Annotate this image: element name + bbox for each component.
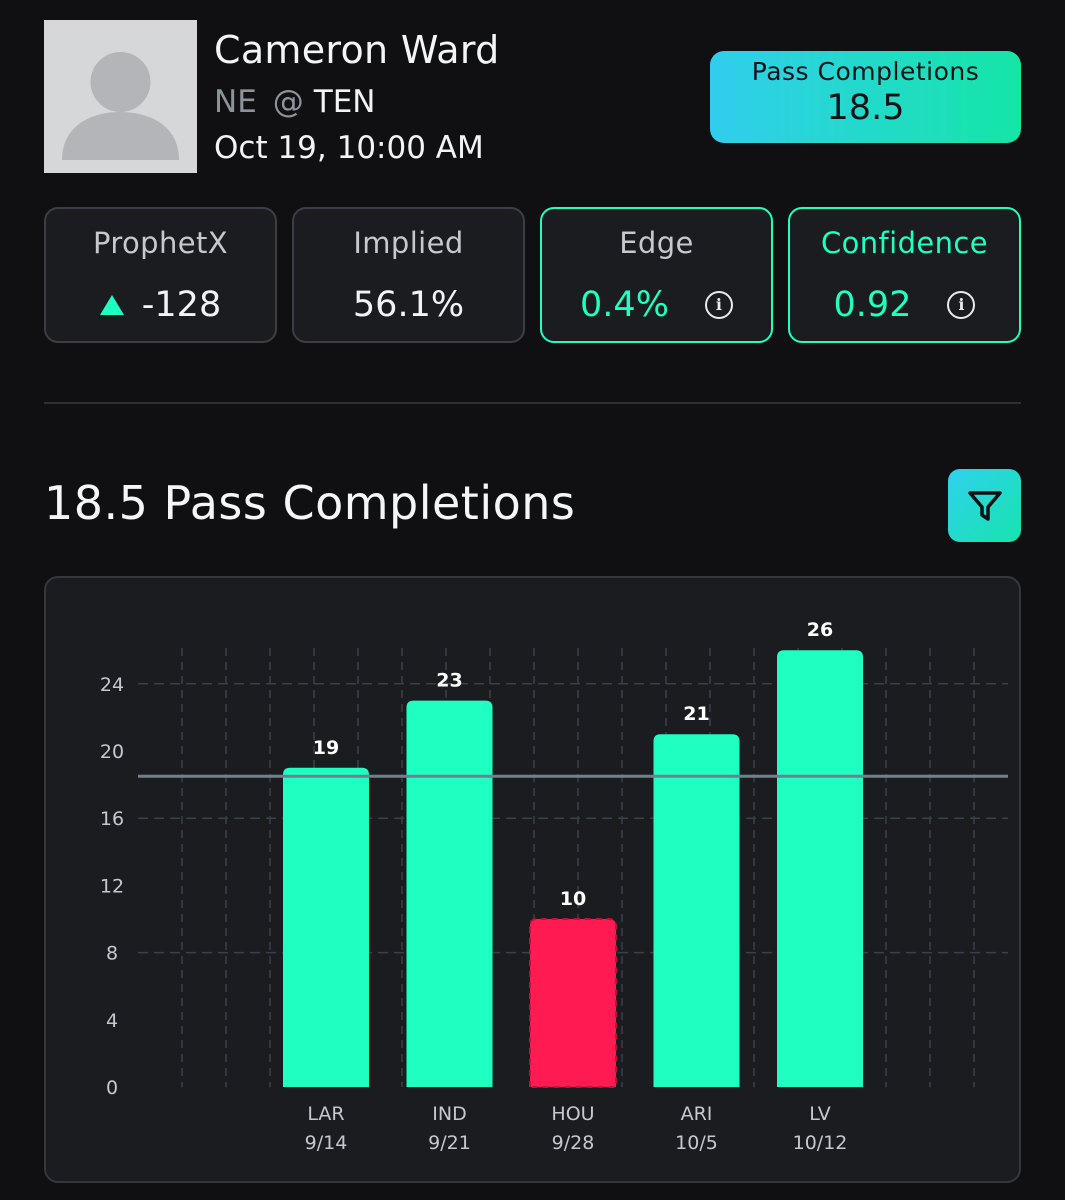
y-tick-label: 0: [106, 1077, 118, 1099]
prop-line-badge[interactable]: Pass Completions 18.5: [710, 51, 1021, 143]
bar-value-label: 10: [560, 888, 586, 910]
y-tick-label: 16: [100, 808, 124, 830]
bar-value-label: 19: [313, 737, 339, 759]
x-category-label: LV: [809, 1103, 831, 1125]
x-date-label: 10/12: [793, 1132, 848, 1154]
x-category-label: ARI: [681, 1103, 713, 1125]
confidence-value: 0.92: [833, 285, 912, 325]
filter-button[interactable]: [948, 469, 1021, 542]
x-category-label: LAR: [307, 1103, 344, 1125]
away-team: NE: [214, 84, 257, 120]
confidence-label: Confidence: [820, 226, 989, 260]
info-icon[interactable]: i: [704, 291, 733, 319]
y-tick-label: 20: [100, 741, 124, 763]
y-tick-label: 8: [106, 943, 118, 965]
bar-value-label: 21: [683, 703, 709, 725]
game-time: Oct 19, 10:00 AM: [214, 130, 484, 166]
implied-probability-card: Implied 56.1%: [292, 207, 525, 343]
history-bar-chart: 0 4 8 12 16 20 24 19 LAR 9/14 23 IND 9/21 10 HOU 9/28 21…: [100, 619, 1008, 1154]
prophetx-label: ProphetX: [92, 226, 229, 260]
triangle-up-icon: [99, 295, 124, 315]
prop-line-value: 18.5: [826, 88, 905, 128]
bar-value-label: 23: [436, 670, 462, 692]
user-placeholder-icon: [44, 20, 197, 173]
bar-hou: [529, 918, 617, 1088]
y-tick-label: 12: [100, 875, 124, 897]
implied-label: Implied: [353, 226, 464, 260]
filter-icon: [967, 490, 1002, 521]
bar-ari: [653, 734, 740, 1087]
x-date-label: 9/21: [428, 1132, 471, 1154]
edge-value: 0.4%: [580, 285, 669, 325]
edge-label: Edge: [619, 226, 694, 260]
implied-value: 56.1%: [352, 285, 465, 325]
x-date-label: 9/28: [552, 1132, 595, 1154]
player-name: Cameron Ward: [214, 28, 500, 72]
chart-section-title: 18.5 Pass Completions: [44, 476, 576, 530]
y-tick-label: 4: [106, 1010, 118, 1032]
x-date-label: 9/14: [305, 1132, 348, 1154]
bar-lv: [777, 650, 863, 1087]
bar-lar: [283, 767, 369, 1087]
info-icon[interactable]: i: [947, 291, 976, 319]
edge-card: Edge 0.4% i: [540, 207, 773, 343]
x-category-label: IND: [432, 1103, 466, 1125]
bar-value-label: 26: [807, 619, 833, 641]
x-category-label: HOU: [551, 1103, 594, 1125]
prophetx-odds-card: ProphetX -128: [44, 207, 277, 343]
x-date-label: 10/5: [675, 1132, 718, 1154]
history-chart-panel: 0 4 8 12 16 20 24 19 LAR 9/14 23 IND 9/21 10 HOU 9/28 21…: [44, 576, 1021, 1183]
matchup: NE @ TEN: [214, 84, 376, 120]
bar-ind: [406, 700, 493, 1087]
prophetx-odds-value: -128: [141, 285, 222, 325]
home-team: TEN: [313, 84, 376, 120]
y-tick-label: 24: [100, 674, 124, 696]
prop-line-label: Pass Completions: [751, 57, 980, 86]
confidence-card: Confidence 0.92 i: [788, 207, 1021, 343]
at-symbol: @: [272, 84, 304, 120]
section-divider: [44, 402, 1021, 404]
player-avatar: [44, 20, 197, 173]
